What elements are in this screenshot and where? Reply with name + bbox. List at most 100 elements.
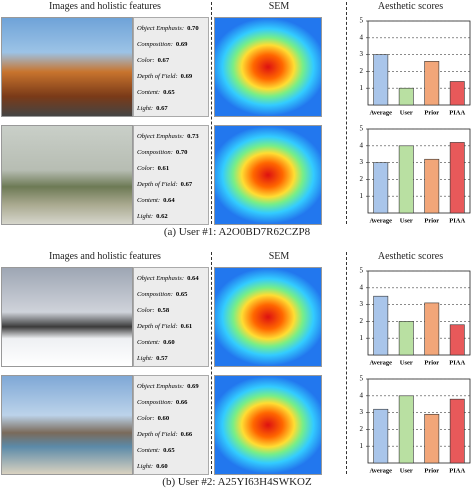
separator [346,2,347,224]
score-chart: 1 2 3 4 5 Average User Prior PIAA [360,267,471,366]
feature-value: 0.67 [156,105,168,112]
x-tick-label: Prior [424,467,439,474]
feature-row: Content: 0.60 [137,335,205,351]
feature-row: Depth of Field: 0.69 [137,69,205,85]
plot-frame [367,270,471,356]
y-tick-label: 1 [360,192,364,200]
feature-row: Depth of Field: 0.61 [137,319,205,335]
plot-frame [367,128,471,214]
column-header: SEM [268,251,290,262]
bar [398,395,414,464]
y-tick-label: 4 [360,33,364,41]
column-header: Aesthetic scores [377,1,444,12]
x-tick-label: PIAA [449,109,465,116]
feature-row: Content: 0.65 [137,85,205,101]
feature-value: 0.64 [163,197,175,204]
feature-name: Composition: [137,149,173,156]
feature-name: Composition: [137,399,173,406]
photo [1,125,133,225]
caption: (a) User #1: A2O0BD7R62CZP8 [163,226,311,238]
bar [373,54,389,106]
bar [424,413,440,464]
separator [346,252,347,474]
bar [398,321,414,356]
feature-row: Light: 0.67 [137,101,205,117]
column-header: Images and holistic features [49,251,161,262]
x-tick-label: User [400,467,413,474]
feature-row: Depth of Field: 0.67 [137,177,205,193]
caption: (b) User #2: A25YI63H4SWKOZ [162,476,312,488]
feature-box: Object Emphasis: 0.70 Composition: 0.69 Colo… [133,17,209,117]
feature-name: Color: [137,415,155,422]
feature-value: 0.57 [156,355,168,362]
feature-name: Light: [137,105,154,112]
feature-value: 0.66 [180,431,193,438]
feature-name: Depth of Field: [137,323,178,330]
x-tick-label: Prior [424,109,439,116]
feature-value: 0.61 [180,323,193,330]
bar [424,61,440,106]
feature-name: Object Emphasis: [137,133,185,140]
saliency-map [214,125,322,225]
feature-name: Composition: [137,291,173,298]
bar [449,81,465,106]
x-tick-label: Average [369,467,392,474]
feature-row: Composition: 0.66 [137,395,205,411]
feature-value: 0.61 [157,165,170,172]
saliency-map [214,267,322,367]
x-tick-label: PIAA [449,359,465,366]
feature-row: Light: 0.60 [137,459,205,475]
feature-row: Light: 0.57 [137,351,205,367]
feature-row: Composition: 0.65 [137,287,205,303]
x-tick-label: Average [369,109,392,116]
y-tick-label: 5 [360,125,364,133]
feature-value: 0.65 [163,89,175,96]
x-tick-label: Average [369,217,392,224]
feature-row: Depth of Field: 0.66 [137,427,205,443]
feature-name: Content: [137,339,161,346]
photo [1,375,133,475]
bar [373,295,389,356]
feature-name: Object Emphasis: [137,25,185,32]
feature-value: 0.73 [187,133,199,140]
score-chart: 1 2 3 4 5 Average User Prior PIAA [360,125,471,224]
y-tick-label: 4 [360,141,364,149]
feature-name: Object Emphasis: [137,383,185,390]
feature-name: Content: [137,89,161,96]
photo [1,267,133,367]
bar [373,408,389,464]
y-tick-label: 5 [360,17,364,25]
feature-value: 0.64 [187,275,199,282]
separator [211,252,212,474]
y-tick-label: 5 [360,375,364,383]
column-header: Images and holistic features [49,1,161,12]
score-chart: 1 2 3 4 5 Average User Prior PIAA [360,17,471,116]
feature-value: 0.65 [163,447,175,454]
plot-frame [367,20,471,106]
feature-value: 0.69 [180,73,193,80]
feature-value: 0.60 [157,415,170,422]
feature-row: Color: 0.67 [137,53,205,69]
bar [424,158,440,214]
feature-row: Object Emphasis: 0.70 [137,21,205,37]
feature-row: Composition: 0.69 [137,37,205,53]
photo [1,17,133,117]
feature-row: Composition: 0.70 [137,145,205,161]
y-tick-label: 3 [360,300,364,308]
y-tick-label: 2 [360,425,364,433]
feature-value: 0.65 [175,291,188,298]
feature-value: 0.67 [157,57,170,64]
saliency-map [214,375,322,475]
feature-row: Content: 0.65 [137,443,205,459]
feature-name: Composition: [137,41,173,48]
feature-value: 0.66 [175,399,188,406]
x-tick-label: Prior [424,217,439,224]
feature-name: Object Emphasis: [137,275,185,282]
y-tick-label: 2 [360,317,364,325]
column-header: SEM [268,1,290,12]
feature-name: Depth of Field: [137,431,178,438]
feature-value: 0.70 [187,25,199,32]
feature-value: 0.70 [175,149,188,156]
feature-value: 0.60 [163,339,175,346]
